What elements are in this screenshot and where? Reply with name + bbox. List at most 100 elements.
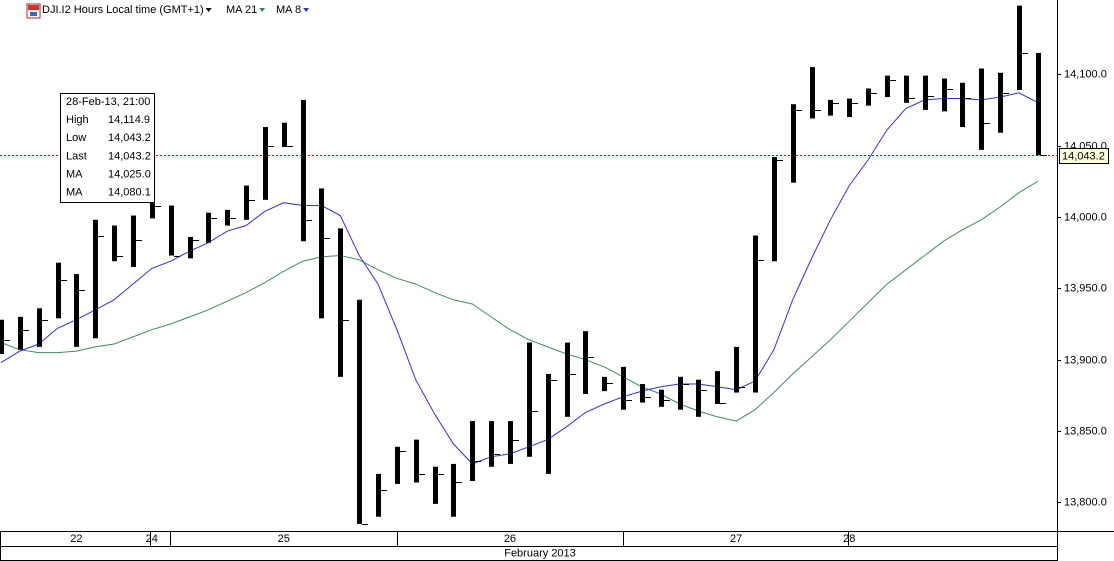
- bar-range: [960, 82, 965, 128]
- bar-range: [112, 225, 117, 262]
- bar-range: [998, 72, 1003, 133]
- bar-range: [395, 446, 400, 484]
- legend-entry[interactable]: MA 21: [226, 4, 257, 16]
- tooltip-value: 14,080.1: [108, 187, 151, 199]
- x-axis-label: February 2013: [504, 547, 576, 559]
- icon-band: [30, 12, 37, 16]
- y-tick-label: 14,000.0: [1064, 211, 1107, 223]
- bar-range: [715, 371, 720, 404]
- bar-range: [301, 99, 306, 242]
- x-tick-label: 25: [278, 533, 290, 545]
- x-tick-label: 22: [70, 533, 82, 545]
- bar-range: [847, 98, 852, 118]
- bar-range: [583, 331, 588, 394]
- bar-range: [37, 308, 42, 347]
- bar-range: [640, 383, 645, 403]
- tooltip-label: MA: [66, 169, 83, 181]
- y-tick-label: 13,900.0: [1064, 354, 1107, 366]
- bar-range: [357, 299, 362, 524]
- ma-line: [0, 92, 1039, 465]
- last-price-box: [1059, 148, 1109, 164]
- bar-range: [433, 466, 438, 504]
- bar-range: [414, 439, 419, 483]
- bar-range: [225, 209, 230, 226]
- chart-title[interactable]: DJI.I2 Hours Local time (GMT+1): [42, 4, 204, 16]
- bar-range: [791, 104, 796, 183]
- symbol-icon: [26, 3, 41, 19]
- bar-range: [734, 346, 739, 393]
- bar-range: [376, 473, 381, 517]
- bar-range: [942, 78, 947, 112]
- ma-line: [0, 180, 1039, 422]
- day-separators: [150, 531, 849, 546]
- y-tick-label: 13,950.0: [1064, 282, 1107, 294]
- y-tick-label: 13,800.0: [1064, 496, 1107, 508]
- x-tick-label: 28: [843, 533, 855, 545]
- bar-range: [0, 319, 4, 354]
- bar-range: [828, 99, 833, 116]
- tooltip-value: 14,114.9: [108, 114, 150, 126]
- bar-range: [527, 342, 532, 457]
- tooltip-value: 14,043.2: [108, 132, 151, 144]
- bar-range: [56, 262, 61, 319]
- plot-area: [0, 5, 1057, 525]
- bar-range: [319, 188, 324, 319]
- tooltip-label: High: [66, 114, 89, 126]
- bar-range: [1017, 5, 1022, 90]
- bar-range: [885, 75, 890, 98]
- tooltip-value: 14,043.2: [108, 150, 151, 162]
- bar-range: [753, 235, 758, 393]
- bar-range: [621, 366, 626, 410]
- bar-range: [866, 88, 871, 106]
- bar-range: [169, 205, 174, 256]
- bar-range: [244, 185, 249, 220]
- bar-range: [338, 228, 343, 377]
- tooltip-value: 14,025.0: [108, 169, 151, 181]
- y-tick-label: 13,850.0: [1064, 425, 1107, 437]
- tooltip-label: MA: [66, 187, 83, 199]
- bar-range: [470, 421, 475, 482]
- bar-range: [772, 157, 777, 262]
- bar-range: [1036, 52, 1041, 156]
- tooltip: 28-Feb-13, 21:00 High 14,114.9 Low 14,043.2…: [60, 93, 155, 203]
- bar-range: [489, 421, 494, 467]
- legend-entry[interactable]: MA 8: [276, 4, 301, 16]
- bar-range: [93, 219, 98, 339]
- bar-range: [659, 389, 664, 407]
- tooltip-time: 28-Feb-13, 21:00: [66, 96, 150, 108]
- bar-range: [451, 463, 456, 517]
- y-tick-label: 14,100.0: [1064, 68, 1107, 80]
- bar-range: [282, 122, 287, 148]
- x-tick-label: 26: [504, 533, 516, 545]
- bar-range: [810, 67, 815, 119]
- last-price-tag: 14,043.2: [1059, 148, 1109, 164]
- bar-range: [188, 236, 193, 259]
- last-price-label: 14,043.2: [1062, 150, 1105, 162]
- icon-band: [28, 5, 39, 10]
- tooltip-label: Low: [66, 132, 86, 144]
- bar-range: [565, 342, 570, 417]
- bar-range: [150, 195, 155, 219]
- legend-arrow: [259, 8, 266, 12]
- x-tick-label: 24: [146, 533, 158, 545]
- bar-range: [923, 75, 928, 110]
- bar-range: [602, 376, 607, 392]
- tooltip-label: Last: [66, 150, 87, 162]
- bar-range: [131, 215, 136, 267]
- title-arrow: [205, 8, 212, 12]
- tooltip-box: [60, 93, 155, 203]
- legend-arrow: [303, 8, 310, 12]
- bar-range: [18, 316, 23, 350]
- bar-range: [263, 127, 268, 200]
- bar-range: [508, 421, 513, 464]
- bar-range: [74, 274, 79, 347]
- bar-range: [904, 75, 909, 103]
- x-tick-label: 27: [730, 533, 742, 545]
- bar-range: [546, 373, 551, 474]
- bar-range: [979, 68, 984, 150]
- bar-range: [206, 212, 211, 243]
- bar-range: [696, 379, 701, 417]
